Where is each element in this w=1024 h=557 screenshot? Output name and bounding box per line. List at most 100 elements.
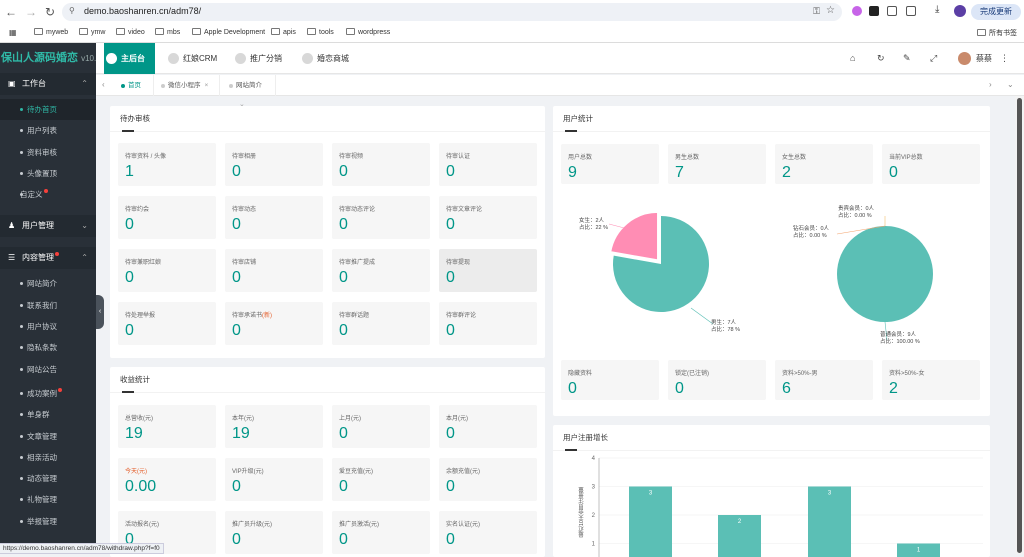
sidebar-item-reports[interactable]: 举报管理: [0, 511, 96, 532]
sidebar-item-profile-review[interactable]: 资料审核: [0, 142, 96, 163]
user-name[interactable]: 蔡蔡: [976, 53, 992, 64]
tabs-scroll-right-icon[interactable]: ›: [989, 80, 992, 89]
stat-tile[interactable]: 上月(元)0: [332, 405, 430, 448]
forward-icon[interactable]: →: [24, 5, 38, 19]
stat-tile[interactable]: 爱豆充值(元)0: [332, 458, 430, 501]
download-icon[interactable]: ⤓: [935, 4, 939, 15]
stat-tile[interactable]: 实名认证(元)0: [439, 511, 537, 554]
sidebar-item-contact-us[interactable]: 联系我们: [0, 295, 96, 316]
page-scrollbar[interactable]: [1015, 96, 1024, 554]
tab-wechat-miniprogram[interactable]: 微信小程序×: [158, 75, 220, 96]
stat-tile[interactable]: 推广员升级(元)0: [225, 511, 323, 554]
stat-tile[interactable]: 本年(元)19: [225, 405, 323, 448]
stat-tile[interactable]: 推广员激活(元)0: [332, 511, 430, 554]
module-promotion[interactable]: 推广分销: [233, 43, 293, 74]
pie-slice-female[interactable]: [611, 212, 658, 260]
sidebar-item-articles[interactable]: 文章管理: [0, 426, 96, 447]
reload-icon[interactable]: ↻: [43, 5, 57, 19]
fullscreen-icon[interactable]: ⤢: [930, 53, 937, 64]
sidebar-item-moments[interactable]: 动态管理: [0, 468, 96, 489]
sidebar-item-custom[interactable]: 自定义: [0, 184, 96, 205]
refresh-icon[interactable]: ↻: [877, 53, 885, 64]
star-icon[interactable]: ☆: [826, 5, 835, 16]
sidebar-item-privacy[interactable]: 隐私条款: [0, 337, 96, 358]
stat-tile[interactable]: 待审承诺书(新)0: [225, 302, 323, 345]
site-info-icon[interactable]: ⚲: [69, 6, 75, 15]
sidebar-collapse-handle[interactable]: ‹: [96, 295, 104, 329]
clear-cache-icon[interactable]: ✎: [903, 53, 911, 64]
stat-tile[interactable]: VIP升级(元)0: [225, 458, 323, 501]
stat-tile[interactable]: 锁定(已注销)0: [668, 360, 766, 400]
extension-icon[interactable]: [869, 6, 879, 16]
update-button[interactable]: 完成更新: [971, 4, 1021, 20]
bookmark-video[interactable]: video: [116, 28, 145, 36]
sidebar-item-todo-home[interactable]: 待办首页: [0, 99, 96, 120]
sidebar-item-user-agreement[interactable]: 用户协议: [0, 316, 96, 337]
sidebar-group-content-management[interactable]: ☰内容管理⌃: [0, 247, 96, 269]
sidebar-item-dating-events[interactable]: 相亲活动: [0, 447, 96, 468]
module-main-console[interactable]: 主后台: [104, 43, 155, 74]
sidebar-item-site-notice[interactable]: 网站公告: [0, 359, 96, 380]
bookmark-ymw[interactable]: ymw: [79, 28, 105, 36]
user-avatar[interactable]: [958, 52, 971, 65]
bookmark-tools[interactable]: tools: [307, 28, 334, 36]
sidebar-item-avatar-pin[interactable]: 头像置顶: [0, 163, 96, 184]
bar[interactable]: [808, 487, 851, 557]
bookmark-apis[interactable]: apis: [271, 28, 296, 36]
sidebar-item-site-intro[interactable]: 网站简介: [0, 273, 96, 294]
sidebar-item-gifts[interactable]: 礼物管理: [0, 489, 96, 510]
sidebar-group-workbench[interactable]: ▣工作台⌃: [0, 73, 96, 95]
bookmark-mbs[interactable]: mbs: [155, 28, 180, 36]
tabs-scroll-left-icon[interactable]: ‹: [102, 80, 105, 89]
sidebar-item-user-list[interactable]: 用户列表: [0, 120, 96, 141]
module-mall[interactable]: 婚恋商城: [300, 43, 360, 74]
tab-home[interactable]: 首页: [118, 75, 154, 96]
apps-icon[interactable]: ▦: [9, 28, 17, 37]
address-bar[interactable]: ⚲ demo.baoshanren.cn/adm78/ ⚿ ☆: [62, 3, 842, 21]
extension-icon[interactable]: [852, 6, 862, 16]
home-icon[interactable]: ⌂: [850, 53, 855, 63]
stat-tile[interactable]: 今天(元)0.00: [118, 458, 216, 501]
tab-site-intro[interactable]: 网站简介×: [226, 75, 276, 96]
profile-avatar[interactable]: [954, 5, 966, 17]
stat-tile[interactable]: 总营收(元)19: [118, 405, 216, 448]
sidebar-item-singles-group[interactable]: 单身群: [0, 404, 96, 425]
sidebar-item-success-cases[interactable]: 成功案例: [0, 383, 96, 404]
back-icon[interactable]: ←: [4, 5, 18, 19]
sidebar-group-user-management[interactable]: ♟用户管理⌄: [0, 215, 96, 237]
all-bookmarks[interactable]: 所有书签: [977, 28, 1017, 38]
pie-slice-normal-member[interactable]: [837, 226, 933, 322]
extension-icon[interactable]: [887, 6, 897, 16]
puzzle-icon[interactable]: [906, 6, 916, 16]
module-matchmaker-crm[interactable]: 红娘CRM: [166, 43, 226, 74]
bar[interactable]: [629, 487, 672, 557]
close-icon[interactable]: ×: [205, 82, 209, 89]
stat-tile[interactable]: 余额充值(元)0: [439, 458, 537, 501]
bookmark-apple-development[interactable]: Apple Development: [192, 28, 265, 36]
more-icon[interactable]: ⋮: [1000, 53, 1009, 64]
bookmark-myweb[interactable]: myweb: [34, 28, 68, 36]
stat-tile[interactable]: 本月(元)0: [439, 405, 537, 448]
tabs-menu-icon[interactable]: ⌄: [1007, 80, 1014, 89]
scrollbar-thumb[interactable]: [1017, 98, 1022, 553]
key-icon[interactable]: ⚿: [813, 6, 820, 17]
bookmark-wordpress[interactable]: wordpress: [346, 28, 390, 36]
